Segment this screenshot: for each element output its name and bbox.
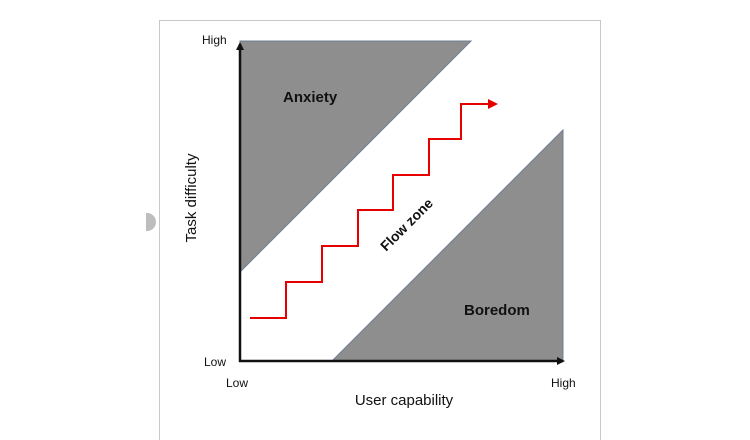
boredom-region [330,128,564,362]
boredom-label: Boredom [464,302,530,319]
y-axis-title: Task difficulty [183,153,200,242]
x-axis-low-label: Low [226,376,248,390]
flow-zone-label: Flow zone [377,195,436,254]
side-panel-handle[interactable] [146,213,156,231]
figure-frame [159,20,601,440]
y-axis-high-label: High [202,33,227,47]
anxiety-label: Anxiety [283,89,338,106]
x-axis-title: User capability [355,392,454,409]
anxiety-region [239,40,473,274]
flow-staircase-path [250,99,498,319]
y-axis-low-label: Low [204,355,226,369]
x-axis-high-label: High [551,376,576,390]
